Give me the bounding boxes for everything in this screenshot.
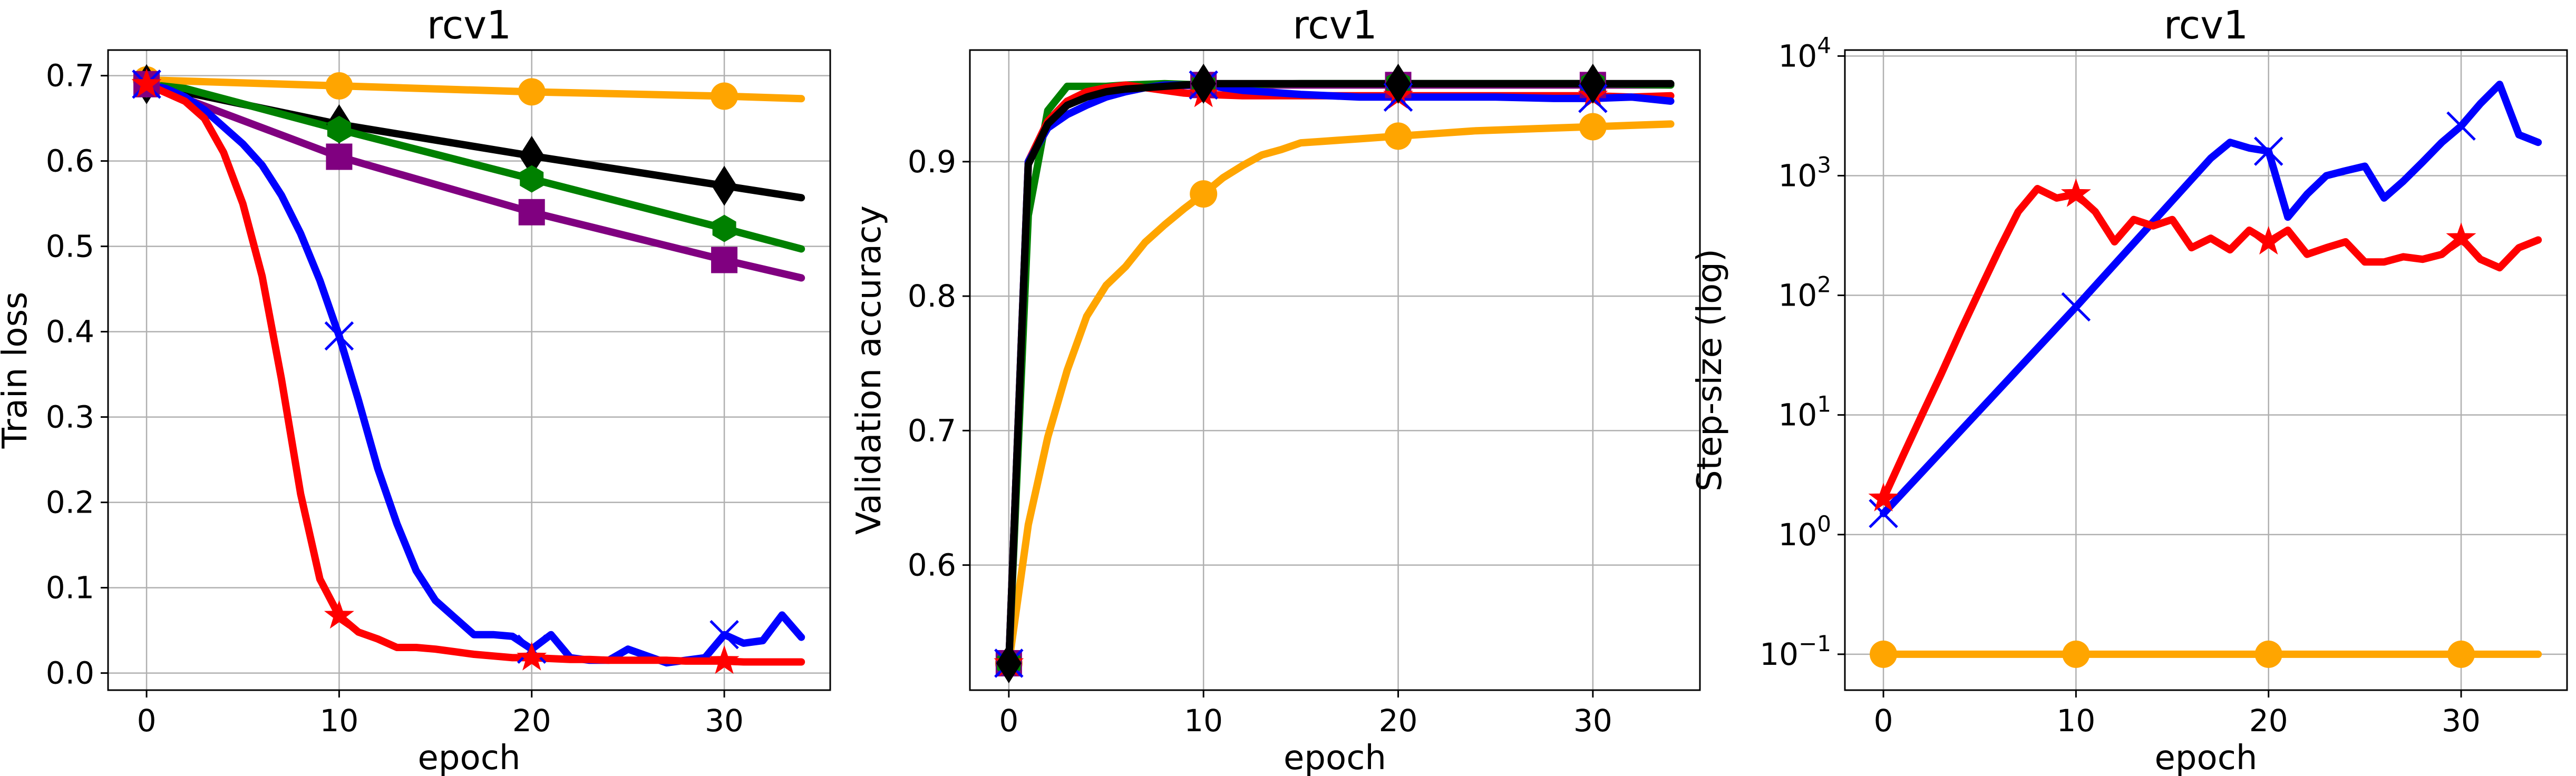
step-size-ylabel: Step-size (log) [1690, 249, 1729, 492]
validation-accuracy-green-series-line [1005, 80, 1675, 667]
validation-accuracy-orange-series-line [1005, 120, 1675, 667]
train-loss-blue-series-line [143, 80, 805, 667]
validation-accuracy-ytick-label: 0.6 [908, 547, 956, 583]
step-size-orange-point [2254, 640, 2282, 668]
validation-accuracy-ytick-label: 0.9 [908, 144, 956, 180]
train-loss-ytick-label: 0.5 [46, 229, 94, 264]
validation-accuracy-orange-point [1190, 180, 1218, 208]
train-loss-blue-point [709, 620, 739, 650]
validation-accuracy-xtick-label: 10 [1184, 703, 1223, 739]
train-loss-ytick-label: 0.4 [46, 314, 94, 350]
train-loss-orange-series-line [143, 76, 805, 103]
validation-accuracy-black-series-line [1005, 80, 1675, 667]
validation-accuracy-ytick-label: 0.7 [908, 412, 956, 448]
step-size-xtick-label: 20 [2249, 703, 2288, 739]
step-size-xtick-label: 30 [2442, 703, 2481, 739]
validation-accuracy-xlabel: epoch [1284, 739, 1386, 776]
validation-accuracy-xtick-label: 20 [1379, 703, 1418, 739]
train-loss-xtick-label: 20 [512, 703, 551, 739]
step-size-ytick-label: 103 [1778, 152, 1831, 193]
validation-accuracy-black-point [996, 643, 1022, 683]
step-size-xtick-label: 0 [1874, 703, 1893, 739]
step-size-xtick-label: 10 [2056, 703, 2095, 739]
train-loss-ylabel: Train loss [0, 292, 35, 449]
train-loss-orange-point [711, 82, 738, 110]
train-loss-chart: 0 10 20 30 0.0 0.1 0.2 0.3 0.4 0.5 0.6 0.7 rcv1 epoch… [0, 3, 831, 776]
train-loss-red-point [709, 645, 740, 674]
validation-accuracy-xtick-label: 0 [999, 703, 1018, 739]
step-size-title: rcv1 [2164, 3, 2248, 48]
train-loss-xtick-label: 10 [319, 703, 358, 739]
step-size-ytick-label: 100 [1778, 511, 1831, 553]
validation-accuracy-title: rcv1 [1292, 3, 1377, 48]
validation-accuracy-ylabel: Validation accuracy [850, 205, 889, 535]
train-loss-green-point [712, 214, 736, 242]
step-size-red-point [2060, 178, 2091, 207]
step-size-red-point [2446, 222, 2476, 251]
train-loss-orange-point [325, 72, 353, 100]
train-loss-axes-frame [107, 49, 831, 691]
train-loss-black-point [712, 165, 737, 206]
train-loss-green-point [520, 165, 544, 193]
train-loss-red-point [517, 642, 547, 671]
train-loss-green-series-line [143, 80, 805, 253]
step-size-blue-point [2253, 136, 2283, 166]
validation-accuracy-orange-point [1384, 122, 1412, 150]
train-loss-purple-point [711, 247, 738, 273]
step-size-blue-point [2446, 111, 2476, 141]
train-loss-red-point [131, 68, 162, 97]
step-size-axes-frame [1844, 49, 2568, 691]
validation-accuracy-purple-series-line [1005, 81, 1675, 667]
train-loss-ytick-label: 0.3 [46, 399, 94, 435]
step-size-blue-point [2061, 292, 2091, 322]
step-size-orange-point [2062, 640, 2090, 668]
step-size-ytick-label: 102 [1778, 272, 1831, 313]
train-loss-xtick-label: 30 [705, 703, 744, 739]
train-loss-xtick-label: 0 [137, 703, 157, 739]
step-size-red-point [1868, 483, 1899, 512]
validation-accuracy-orange-point [1579, 113, 1607, 141]
train-loss-black-point [519, 135, 545, 176]
validation-accuracy-black-point [1385, 63, 1411, 104]
train-loss-ytick-label: 0.0 [46, 655, 94, 691]
train-loss-ytick-label: 0.2 [46, 485, 94, 520]
validation-accuracy-blue-series-line [1005, 81, 1675, 667]
validation-accuracy-ytick-label: 0.8 [908, 278, 956, 314]
train-loss-blue-point [324, 321, 354, 351]
train-loss-orange-point [518, 78, 546, 106]
validation-accuracy-chart: 0 10 20 30 0.6 0.7 0.8 0.9 rcv1 epoch Validation a… [850, 3, 1701, 776]
train-loss-ytick-label: 0.6 [46, 143, 94, 179]
step-size-chart: 0 10 20 30 10−1 100 101 102 103 104 rcv1 epoch Step-… [1690, 3, 2568, 776]
validation-accuracy-red-series-line [1005, 81, 1675, 667]
train-loss-red-point [324, 600, 354, 629]
train-loss-xlabel: epoch [418, 739, 521, 776]
step-size-ytick-label: 101 [1778, 391, 1831, 433]
step-size-xlabel: epoch [2155, 739, 2258, 776]
validation-accuracy-xtick-label: 30 [1573, 703, 1612, 739]
step-size-red-point [2253, 226, 2284, 255]
step-size-orange-point [1870, 640, 1898, 668]
validation-accuracy-axes-frame [969, 49, 1701, 691]
train-loss-ytick-label: 0.1 [46, 570, 94, 606]
validation-accuracy-black-point [1191, 63, 1217, 104]
train-loss-red-series-line [143, 80, 805, 666]
step-size-ytick-label: 10−1 [1760, 631, 1831, 672]
step-size-red-series-line [1880, 185, 2542, 503]
step-size-blue-series-line [1880, 81, 2542, 517]
validation-accuracy-black-point [1580, 63, 1606, 104]
step-size-ytick-label: 104 [1778, 32, 1831, 74]
step-size-blue-point [1869, 499, 1898, 528]
train-loss-purple-point [326, 143, 353, 170]
train-loss-ytick-label: 0.7 [46, 58, 94, 94]
train-loss-title: rcv1 [427, 3, 511, 48]
step-size-orange-point [2447, 640, 2475, 668]
train-loss-purple-point [518, 199, 545, 225]
train-loss-green-point [327, 115, 351, 143]
